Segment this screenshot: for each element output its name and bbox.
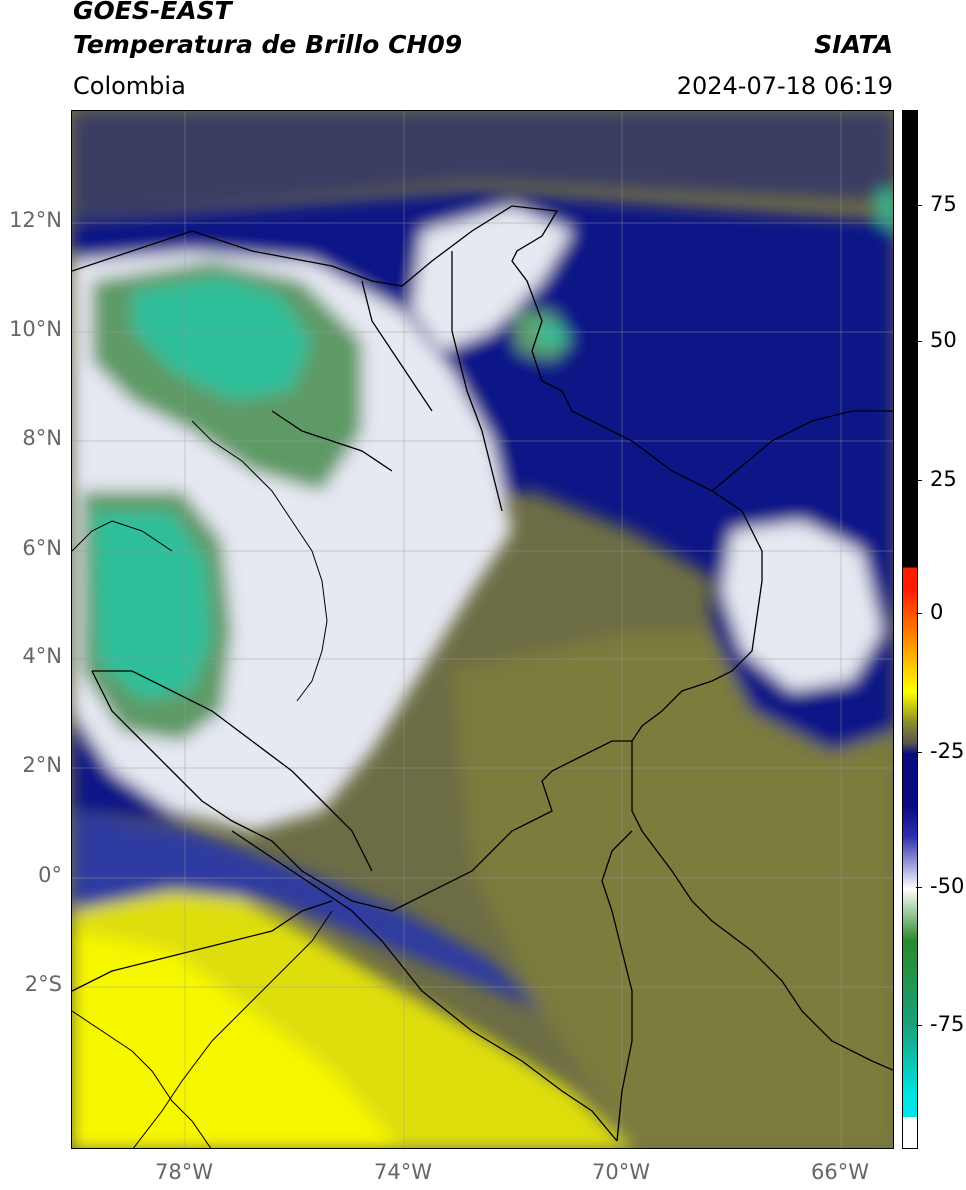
lat-label: 4°N [22, 644, 62, 668]
coastline [72, 420, 333, 1148]
colorbar-label: -25 [930, 739, 965, 763]
teal3-region [532, 321, 567, 349]
teal2-region [92, 511, 212, 701]
colorbar-tick [916, 752, 922, 753]
colorbar-tick [916, 205, 922, 206]
colorbar-label: -50 [930, 874, 965, 898]
lon-label: 74°W [374, 1160, 432, 1184]
lon-label: 78°W [155, 1160, 213, 1184]
satellite-map[interactable] [71, 110, 894, 1149]
lat-label: 2°S [24, 972, 62, 996]
organization-label: SIATA [814, 30, 893, 59]
yellow2-region [72, 931, 401, 1148]
datetime-label: 2024-07-18 06:19 [676, 72, 893, 100]
colorbar-label: 0 [930, 600, 944, 624]
lon-label: 70°W [592, 1160, 650, 1184]
lat-label: 12°N [9, 208, 62, 232]
colorbar-label: 25 [930, 467, 957, 491]
colorbar-tick [916, 613, 922, 614]
colorbar-label: 75 [930, 192, 957, 216]
colorbar-tick [916, 887, 922, 888]
teal4-region [877, 191, 893, 230]
colorbar [902, 110, 918, 1149]
region-label: Colombia [73, 72, 186, 100]
lon-label: 66°W [811, 1160, 869, 1184]
colorbar-tick [916, 1025, 922, 1026]
lat-label: 8°N [22, 426, 62, 450]
lat-label: 0° [38, 863, 62, 887]
colorbar-tick [916, 341, 922, 342]
country-borders [72, 205, 893, 1142]
teal1-region [132, 276, 312, 401]
satellite-title: GOES-EAST [73, 0, 232, 25]
lat-label: 6°N [22, 536, 62, 560]
colorbar-label: -75 [930, 1012, 965, 1036]
colorbar-label: 50 [930, 328, 957, 352]
lat-label: 10°N [9, 317, 62, 341]
north-region [72, 111, 893, 221]
graticule [72, 111, 893, 1148]
colorbar-tick [916, 480, 922, 481]
olive-region [452, 631, 893, 1148]
map-canvas [72, 111, 893, 1148]
deep2-region [72, 811, 542, 1011]
lat-label: 2°N [22, 753, 62, 777]
product-title: Temperatura de Brillo CH09 [73, 30, 463, 59]
